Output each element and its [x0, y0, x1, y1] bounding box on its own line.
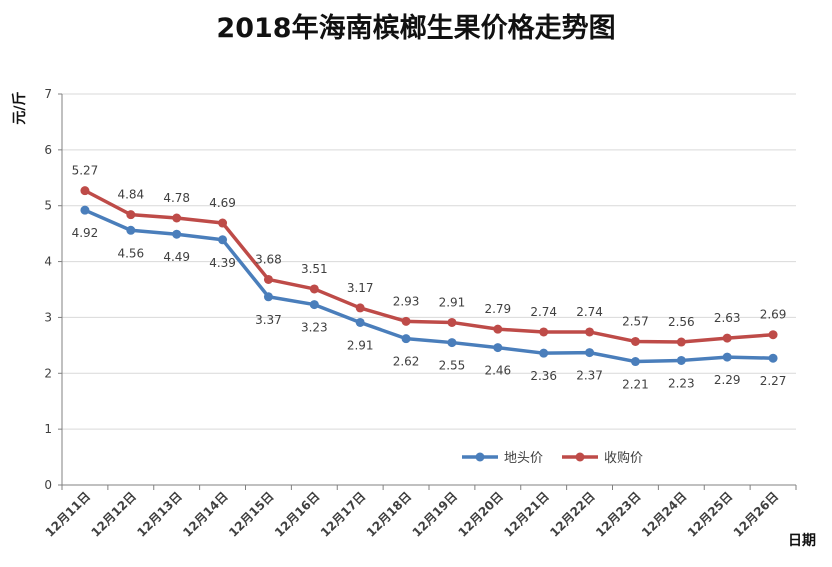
data-point [126, 225, 136, 235]
data-label: 2.46 [484, 364, 511, 378]
data-label: 5.27 [72, 164, 99, 178]
chart-title: 2018年海南槟榔生果价格走势图 [216, 13, 616, 44]
data-point [630, 336, 640, 346]
data-point [493, 324, 503, 334]
data-point [80, 205, 90, 215]
x-tick-label: 12月19日 [410, 489, 460, 539]
data-point [263, 292, 273, 302]
y-tick-label: 6 [44, 143, 52, 157]
x-tick-label: 12月15日 [226, 489, 276, 539]
data-point [493, 343, 503, 353]
y-tick-label: 5 [44, 199, 52, 213]
data-point [539, 327, 549, 337]
data-label: 2.74 [576, 305, 603, 319]
data-label: 2.37 [576, 369, 603, 383]
x-tick-label: 12月12日 [88, 489, 138, 539]
x-tick-label: 12月22日 [547, 489, 597, 539]
data-point [172, 229, 182, 239]
data-point [309, 300, 319, 310]
data-label: 3.37 [255, 313, 282, 327]
data-point [218, 235, 228, 245]
data-point [401, 334, 411, 344]
data-label: 3.23 [301, 321, 328, 335]
data-point [172, 213, 182, 223]
data-label: 2.91 [439, 295, 466, 309]
data-label: 2.29 [714, 373, 741, 387]
series-line-2 [83, 188, 775, 344]
x-tick-label: 12月14日 [180, 489, 230, 539]
data-label: 2.79 [484, 302, 511, 316]
y-axis-title: 元/斤 [11, 91, 28, 124]
data-label: 4.78 [163, 191, 190, 205]
data-label: 2.27 [760, 374, 787, 388]
data-point [263, 274, 273, 284]
data-point [80, 186, 90, 196]
data-point [355, 303, 365, 313]
x-tick-label: 12月17日 [318, 489, 368, 539]
data-point [585, 327, 595, 337]
legend-label: 收购价 [604, 450, 643, 466]
y-tick-label: 2 [44, 366, 52, 380]
data-point [630, 357, 640, 367]
data-point [309, 284, 319, 294]
data-label: 4.39 [209, 256, 236, 270]
data-label: 2.36 [530, 369, 557, 383]
data-label: 3.68 [255, 252, 282, 266]
x-tick-label: 12月16日 [272, 489, 322, 539]
data-point [768, 330, 778, 340]
y-tick-label: 4 [44, 255, 52, 269]
data-label: 2.62 [393, 355, 420, 369]
data-label: 2.55 [439, 359, 466, 373]
data-label: 2.93 [393, 294, 420, 308]
data-label: 4.84 [117, 188, 144, 202]
data-label: 3.17 [347, 281, 374, 295]
x-tick-label: 12月26日 [731, 489, 781, 539]
data-label: 2.91 [347, 338, 374, 352]
data-point [722, 352, 732, 362]
data-point [126, 210, 136, 220]
x-tick-label: 12月20日 [455, 489, 505, 539]
data-label: 4.92 [72, 226, 99, 240]
data-point [447, 317, 457, 327]
data-point [539, 348, 549, 358]
y-tick-label: 3 [44, 310, 52, 324]
x-tick-label: 12月11日 [43, 489, 93, 539]
x-tick-label: 12月24日 [639, 489, 689, 539]
data-point [218, 218, 228, 228]
data-point [585, 348, 595, 358]
legend-label: 地头价 [504, 451, 543, 466]
legend-marker [475, 452, 485, 462]
data-point [447, 338, 457, 348]
y-tick-label: 1 [44, 422, 52, 436]
data-point [355, 317, 365, 327]
x-tick-label: 12月25日 [685, 489, 735, 539]
x-tick-label: 12月18日 [364, 489, 414, 539]
data-label: 2.57 [622, 314, 649, 328]
data-label: 2.56 [668, 315, 695, 329]
x-tick-label: 12月21日 [501, 489, 551, 539]
y-tick-label: 7 [44, 87, 52, 101]
y-tick-label: 0 [44, 478, 52, 492]
data-label: 4.56 [117, 246, 144, 260]
legend-marker [575, 452, 585, 462]
data-label: 4.69 [209, 196, 236, 210]
data-point [676, 355, 686, 365]
data-point [722, 333, 732, 343]
data-label: 2.63 [714, 311, 741, 325]
data-label: 2.21 [622, 378, 649, 392]
data-point [676, 337, 686, 347]
data-label: 3.51 [301, 262, 328, 276]
x-tick-label: 12月13日 [134, 489, 184, 539]
data-point [768, 353, 778, 363]
data-point [401, 316, 411, 326]
data-label: 4.49 [163, 250, 190, 264]
data-label: 2.69 [760, 308, 787, 322]
x-axis-title: 日期 [788, 533, 816, 549]
series-line-1 [83, 208, 775, 364]
x-tick-label: 12月23日 [593, 489, 643, 539]
data-label: 2.74 [530, 305, 557, 319]
data-label: 2.23 [668, 376, 695, 390]
